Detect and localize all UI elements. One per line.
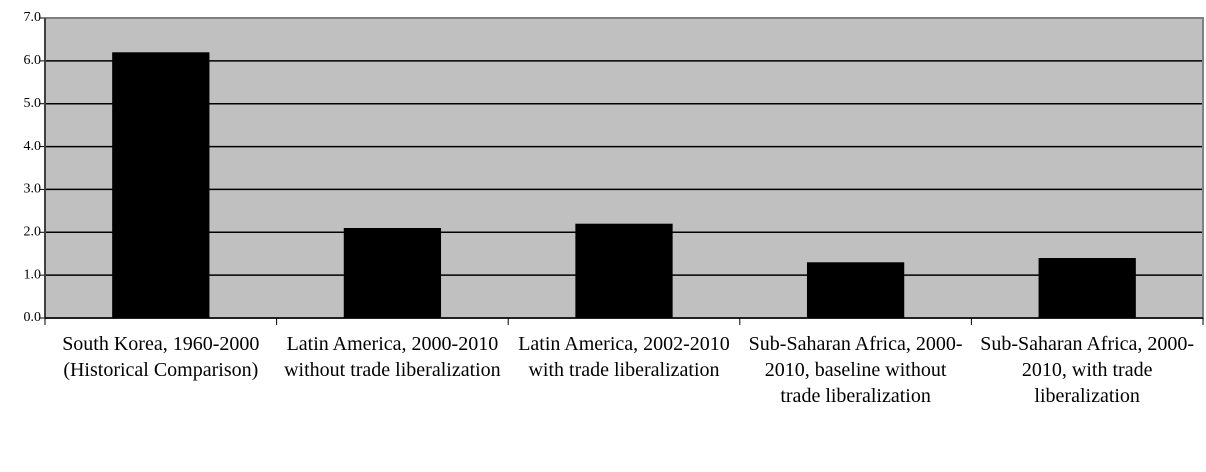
x-tick-label: Sub-Saharan Africa, 2000-2010, baseline …	[748, 333, 963, 407]
y-tick-label: 1.0	[24, 267, 42, 282]
y-tick-label: 6.0	[24, 53, 42, 68]
bar	[1038, 258, 1136, 318]
x-tick-label: South Korea, 1960-2000 (Historical Compa…	[62, 333, 260, 381]
bar	[112, 52, 210, 319]
x-tick-label: Sub-Saharan Africa, 2000-2010, with trad…	[980, 333, 1195, 407]
x-tick-label: Latin America, 2000-2010 without trade l…	[284, 333, 501, 381]
bar	[575, 223, 673, 318]
bar	[343, 228, 442, 318]
y-tick-label: 5.0	[24, 96, 42, 111]
y-tick-label: 2.0	[24, 225, 42, 240]
bar	[806, 262, 905, 318]
y-tick-label: 3.0	[24, 182, 42, 197]
y-tick-label: 4.0	[24, 139, 42, 154]
y-tick-label: 7.0	[24, 10, 42, 25]
y-tick-label: 0.0	[24, 310, 42, 325]
x-tick-label: Latin America, 2002-2010 with trade libe…	[518, 333, 730, 381]
